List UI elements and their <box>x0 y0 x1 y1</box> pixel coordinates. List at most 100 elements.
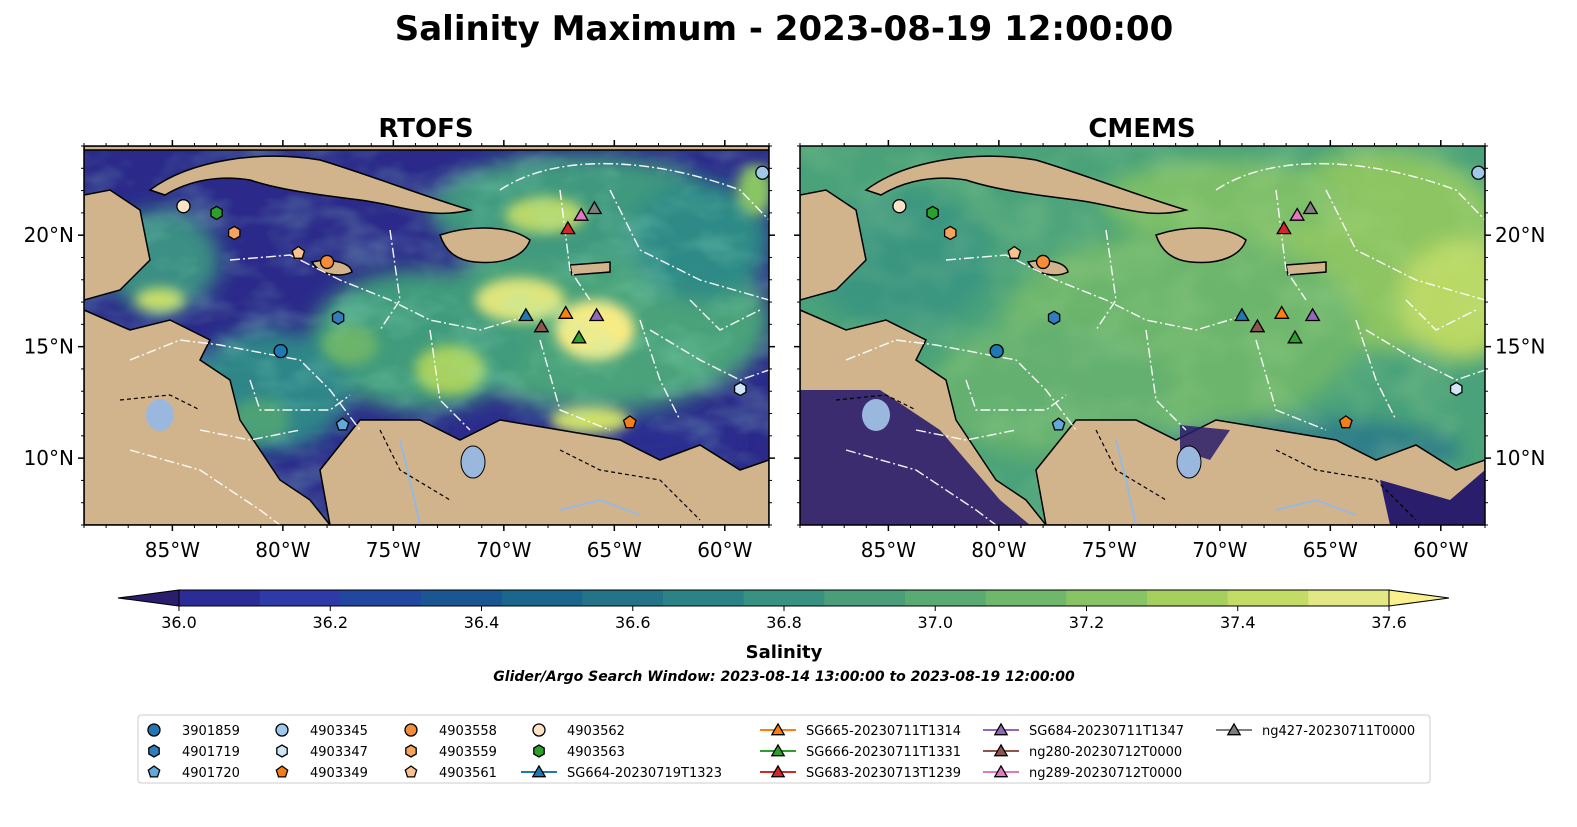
rtofs-x-tick-label: 85°W <box>145 538 200 562</box>
colorbar-bin <box>743 590 825 606</box>
cmems-x-tick-label: 60°W <box>1413 538 1468 562</box>
rtofs-obs-ng280-20230712T0000 <box>533 318 550 333</box>
cmems-y-tick-label: 15°N <box>1495 335 1545 359</box>
cmems-ticks: 85°W 80°W 75°W 70°W 65°W 60°W 20°N 15°N 10°N <box>794 140 1545 562</box>
cmems-panel: CMEMS <box>794 114 1545 562</box>
cmems-obs-4903347 <box>1449 381 1463 397</box>
legend-item-SG665-20230711T1314: SG665-20230711T1314 <box>760 722 961 739</box>
legend-item-3901859: 3901859 <box>147 723 240 739</box>
colorbar-bin <box>340 590 422 606</box>
colorbar-tick-label: 37.0 <box>917 613 953 632</box>
cmems-panel-title: CMEMS <box>1088 114 1195 144</box>
cmems-y-tick-label: 10°N <box>1495 446 1545 470</box>
cmems-obs-4903559 <box>943 225 957 241</box>
rtofs-x-tick-label: 75°W <box>366 538 421 562</box>
cmems-obs-4903345 <box>1471 165 1486 180</box>
rtofs-x-tick-label: 60°W <box>697 538 752 562</box>
cmems-x-tick-label: 80°W <box>971 538 1026 562</box>
legend-label: SG665-20230711T1314 <box>806 724 961 739</box>
legend-marker <box>148 744 160 758</box>
legend-item-4903349: 4903349 <box>275 765 368 781</box>
rtofs-x-tick-label: 70°W <box>476 538 531 562</box>
rtofs-obs-3901859 <box>273 343 288 359</box>
colorbar-bin <box>663 590 745 606</box>
rtofs-obs-4903559 <box>227 225 241 241</box>
legend-item-4903563: 4903563 <box>533 744 625 760</box>
rtofs-observations <box>176 165 770 431</box>
colorbar-bin <box>824 590 906 606</box>
colorbar-bin <box>1147 590 1229 606</box>
rtofs-obs-SG665-20230711T1314 <box>557 305 574 319</box>
cmems-obs-4901720 <box>1051 417 1066 431</box>
rtofs-country-borders <box>119 394 701 521</box>
rtofs-river <box>399 439 421 525</box>
rtofs-obs-ng289-20230712T0000 <box>573 207 590 221</box>
rtofs-obs-4903563 <box>210 205 223 221</box>
legend: 3901859 4901719 4901720 4903345 4903347 49033… <box>137 714 1431 784</box>
cmems-river <box>1275 498 1357 516</box>
cmems-obs-4903561 <box>1007 245 1022 259</box>
rtofs-axes-frame <box>83 145 770 526</box>
cmems-lake-maracaibo <box>1176 445 1202 479</box>
legend-label: ng280-20230712T0000 <box>1029 745 1182 760</box>
legend-label: 4901719 <box>182 745 240 760</box>
legend-label: SG664-20230719T1323 <box>567 766 722 781</box>
legend-label: 4903347 <box>310 745 368 760</box>
legend-marker <box>275 765 289 778</box>
rtofs-y-tick-label: 20°N <box>24 223 74 247</box>
legend-marker <box>147 723 161 737</box>
legend-item-ng289-20230712T0000: ng289-20230712T0000 <box>983 764 1182 781</box>
legend-marker <box>993 764 1009 778</box>
colorbar-bin <box>259 590 341 606</box>
rtofs-obs-SG683-20230713T1239 <box>560 220 576 235</box>
colorbar-bin <box>179 590 261 606</box>
colorbar-bin <box>1308 590 1390 606</box>
colorbar-tick-label: 37.4 <box>1220 613 1256 632</box>
search-window-note: Glider/Argo Search Window: 2023-08-14 13… <box>493 669 1075 685</box>
legend-label: 4903345 <box>310 724 368 739</box>
rtofs-x-tick-label: 80°W <box>255 538 310 562</box>
rtofs-lake-maracaibo <box>460 445 486 479</box>
cmems-obs-ng280-20230712T0000 <box>1249 318 1266 333</box>
figure-title: Salinity Maximum - 2023-08-19 12:00:00 <box>395 9 1174 49</box>
cmems-obs-SG684-20230711T1347 <box>1304 307 1321 322</box>
colorbar-extend-high <box>1388 589 1450 607</box>
legend-marker <box>532 723 546 737</box>
legend-marker <box>147 765 161 778</box>
rtofs-panel-title: RTOFS <box>378 114 473 144</box>
colorbar-bin <box>582 590 664 606</box>
legend-item-4903347: 4903347 <box>276 744 368 760</box>
legend-marker <box>993 743 1009 757</box>
rtofs-obs-4903347 <box>733 381 747 397</box>
cmems-obs-3901859 <box>989 343 1004 359</box>
legend-marker <box>404 723 418 737</box>
colorbar-tick-label: 36.4 <box>464 613 500 632</box>
cmems-x-tick-label: 85°W <box>861 538 916 562</box>
legend-marker <box>275 723 289 737</box>
legend-marker <box>531 764 547 778</box>
legend-item-4903345: 4903345 <box>275 723 368 739</box>
rtofs-panel: RTOFS <box>24 114 775 562</box>
legend-item-ng427-20230711T0000: ng427-20230711T0000 <box>1216 722 1415 739</box>
cmems-obs-4903558 <box>1035 254 1051 270</box>
rtofs-obs-ng427-20230711T0000 <box>586 200 603 215</box>
rtofs-obs-4903349 <box>622 415 637 429</box>
rtofs-land <box>84 146 769 525</box>
legend-label: SG684-20230711T1347 <box>1029 724 1184 739</box>
cmems-country-borders <box>835 394 1417 521</box>
colorbar-tick-label: 36.2 <box>312 613 348 632</box>
cmems-x-tick-label: 65°W <box>1303 538 1358 562</box>
cmems-obs-SG664-20230719T1323 <box>1234 307 1250 322</box>
cmems-lake-nicaragua <box>862 399 890 431</box>
legend-marker <box>770 743 786 757</box>
colorbar-bin <box>501 590 583 606</box>
legend-item-4901719: 4901719 <box>148 744 240 760</box>
legend-item-4901720: 4901720 <box>147 765 240 781</box>
colorbar-extend-low <box>117 589 180 607</box>
colorbar-bin <box>905 590 987 606</box>
legend-marker <box>1226 722 1242 736</box>
rtofs-obs-SG664-20230719T1323 <box>518 307 534 322</box>
legend-label: 4903559 <box>439 745 497 760</box>
rtofs-obs-SG666-20230711T1331 <box>571 329 587 344</box>
